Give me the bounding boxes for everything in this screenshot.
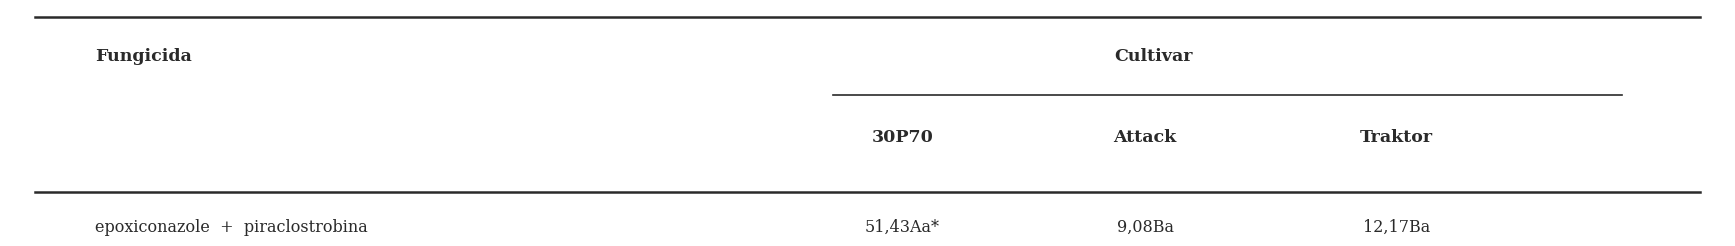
Text: Fungicida: Fungicida (95, 48, 193, 65)
Text: 9,08Ba: 9,08Ba (1117, 219, 1173, 236)
Text: Cultivar: Cultivar (1114, 48, 1194, 65)
Text: Attack: Attack (1114, 129, 1176, 146)
Text: 30P70: 30P70 (871, 129, 933, 146)
Text: Traktor: Traktor (1360, 129, 1433, 146)
Text: 51,43Aa*: 51,43Aa* (864, 219, 940, 236)
Text: epoxiconazole  +  piraclostrobina: epoxiconazole + piraclostrobina (95, 219, 368, 236)
Text: 12,17Ba: 12,17Ba (1364, 219, 1430, 236)
